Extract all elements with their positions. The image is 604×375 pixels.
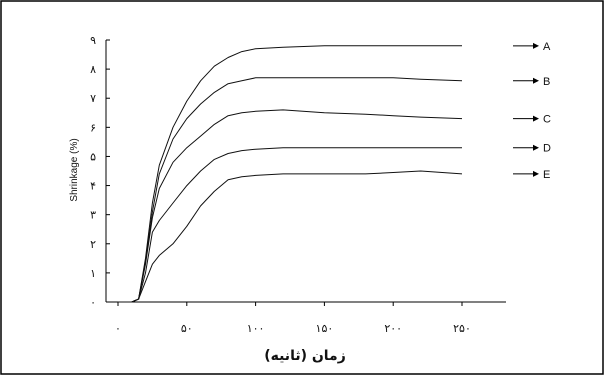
x-axis-title: زمان (ثانیه) xyxy=(264,348,346,364)
series-label-b: B xyxy=(543,76,550,88)
y-tick-label: ٣ xyxy=(90,209,96,222)
arrowhead-icon xyxy=(533,144,539,151)
series-label-a: A xyxy=(543,41,551,53)
y-axis-ticks: ٠ ١ ٢ ٣ ۴ ۵ ۶ ٧ ٨ ٩ xyxy=(90,34,110,309)
y-tick-label: ٢ xyxy=(90,238,96,251)
y-tick-label: ۵ xyxy=(90,150,96,163)
y-tick-label: ٩ xyxy=(90,34,96,47)
x-tick-label: ۵٠ xyxy=(181,322,193,335)
x-tick-label: ٢٠٠ xyxy=(384,322,402,335)
series-label-e: E xyxy=(543,169,550,181)
y-tick-label: ۴ xyxy=(90,180,96,193)
arrowhead-icon xyxy=(533,42,539,49)
x-tick-label: ١۵٠ xyxy=(316,322,334,335)
series-labels: A B C D E xyxy=(513,41,551,181)
x-axis-ticks: ٠ ۵٠ ١٠٠ ١۵٠ ٢٠٠ ٢۵٠ xyxy=(115,302,471,335)
y-tick-label: ٧ xyxy=(90,92,96,105)
series-line-d xyxy=(118,147,462,303)
series-label-c: C xyxy=(543,114,551,126)
series-line-e xyxy=(118,170,463,303)
y-tick-label: ٨ xyxy=(90,63,96,76)
y-tick-label: ۶ xyxy=(90,121,96,134)
x-tick-label: ٢۵٠ xyxy=(453,322,471,335)
series-lines xyxy=(118,45,463,303)
y-tick-label: ١ xyxy=(90,267,96,280)
arrowhead-icon xyxy=(533,77,539,84)
series-line-c xyxy=(118,109,463,303)
y-axis-title: Shrinkage (%) xyxy=(69,138,80,201)
arrowhead-icon xyxy=(533,115,539,122)
series-label-d: D xyxy=(543,143,551,155)
x-tick-label: ٠ xyxy=(115,322,121,335)
x-tick-label: ١٠٠ xyxy=(247,322,265,335)
y-tick-label: ٠ xyxy=(90,296,96,309)
arrowhead-icon xyxy=(533,170,539,177)
